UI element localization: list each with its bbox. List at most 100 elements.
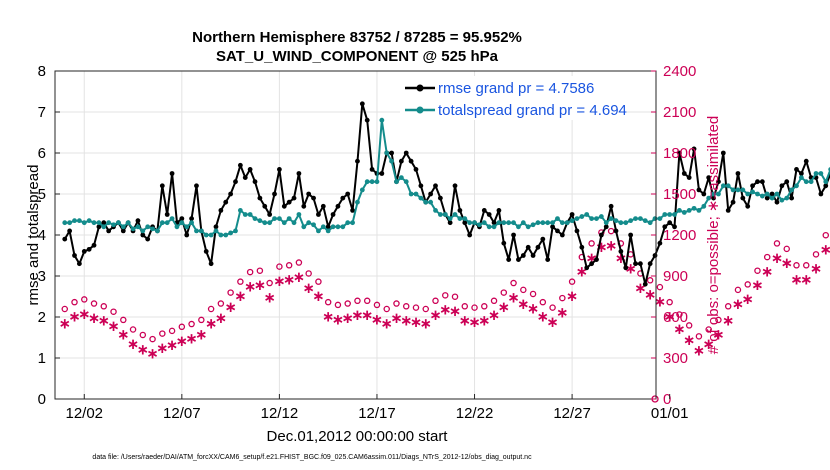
series-point-rmse — [135, 218, 141, 224]
obs-assimilated-point: ∗ — [468, 313, 481, 331]
obs-assimilated-point: ∗ — [800, 271, 813, 289]
series-point-rmse — [798, 171, 804, 176]
series-point-rmse — [242, 175, 248, 181]
series-point-rmse — [535, 244, 541, 250]
series-point-spread — [335, 224, 341, 230]
y-axis-left: 0 1 2 3 4 5 6 7 8 — [38, 63, 60, 408]
series-point-spread — [198, 228, 204, 234]
series-point-spread — [242, 212, 248, 217]
x-tick-label: 12/12 — [261, 405, 299, 422]
series-point-spread — [86, 218, 92, 224]
obs-possible-point — [334, 301, 342, 309]
legend-label-spread: totalspread grand pr = 4.694 — [438, 102, 627, 119]
series-point-rmse — [608, 203, 614, 209]
series-point-rmse — [233, 179, 238, 185]
x-tick-label: 12/02 — [65, 405, 103, 422]
series-point-spread — [398, 175, 404, 181]
series-point-rmse — [584, 265, 590, 271]
obs-possible-point — [149, 335, 156, 343]
series-point-spread — [233, 228, 238, 234]
series-point-spread — [530, 222, 536, 228]
series-point-spread — [81, 220, 87, 226]
obs-assimilated-point: ∗ — [400, 312, 413, 330]
series-point-spread — [545, 220, 551, 226]
obs-possible-point — [559, 294, 566, 302]
series-point-spread — [672, 212, 677, 217]
obs-possible-point — [129, 326, 137, 333]
obs-assimilated-point: ∗ — [722, 312, 735, 330]
series-point-spread — [477, 222, 482, 228]
obs-possible-point — [363, 297, 371, 305]
series-point-rmse — [179, 216, 185, 222]
obs-possible-point — [159, 330, 166, 337]
series-point-spread — [340, 224, 346, 230]
obs-possible-point — [549, 304, 556, 311]
obs-assimilated-point: ∗ — [273, 272, 286, 290]
series-point-rmse — [823, 183, 829, 189]
series-point-rmse — [579, 244, 585, 250]
series-point-rmse — [789, 195, 795, 201]
obs-assimilated-point: ∗ — [107, 317, 120, 335]
series-point-spread — [106, 220, 112, 226]
series-point-rmse — [272, 191, 277, 197]
obs-possible-point — [520, 286, 527, 294]
obs-assimilated-point: ∗ — [663, 308, 676, 326]
obs-assimilated-point: ∗ — [527, 299, 540, 317]
series-point-rmse — [398, 158, 404, 164]
series-point-rmse — [701, 191, 707, 197]
x-tick-label: 12/17 — [358, 405, 396, 422]
series-point-spread — [101, 224, 107, 230]
y-axis-label-left: rmse and totalspread — [25, 165, 42, 306]
series-point-spread — [384, 150, 390, 156]
series-point-spread — [823, 179, 829, 185]
chart-title: Northern Hemisphere 83752 / 87285 = 95.9… — [192, 29, 522, 46]
y-right-tick-label: 600 — [663, 309, 688, 326]
series-point-spread — [618, 220, 624, 226]
series-point-rmse — [345, 191, 351, 197]
series-point-rmse — [281, 203, 287, 209]
obs-possible-point — [315, 278, 322, 285]
series-point-rmse — [735, 171, 741, 176]
series-point-rmse — [403, 150, 409, 156]
obs-assimilated-point: ∗ — [244, 277, 257, 295]
series-point-spread — [355, 199, 360, 205]
series-point-spread — [603, 220, 609, 226]
obs-assimilated-point: ∗ — [185, 329, 198, 347]
series-point-spread — [657, 216, 663, 222]
obs-assimilated-point: ∗ — [380, 314, 393, 332]
y-tick-label: 8 — [38, 63, 46, 80]
series-point-spread — [96, 220, 102, 226]
series-point-spread — [257, 218, 263, 224]
series-point-rmse — [594, 257, 599, 262]
series-point-rmse — [286, 199, 292, 205]
series-point-rmse — [686, 175, 692, 181]
y-right-tick-label: 2100 — [663, 104, 696, 121]
obs-assimilated-point: ∗ — [605, 236, 618, 254]
obs-possible-point — [178, 323, 186, 331]
obs-assimilated-point: ∗ — [127, 335, 140, 353]
series-point-spread — [130, 226, 136, 232]
series-point-rmse — [720, 150, 726, 156]
series-point-spread — [486, 224, 492, 230]
y-tick-label: 3 — [38, 268, 46, 285]
series-point-rmse — [725, 208, 731, 213]
obs-assimilated-point: ∗ — [88, 309, 101, 327]
series-point-spread — [667, 212, 673, 217]
obs-possible-point — [246, 268, 254, 276]
series-point-spread — [223, 232, 229, 238]
obs-assimilated-point: ∗ — [712, 325, 725, 343]
series-layer — [62, 101, 830, 287]
series-point-rmse — [745, 203, 751, 209]
obs-assimilated-point: ∗ — [761, 262, 774, 280]
obs-possible-point — [373, 301, 381, 309]
series-point-spread — [589, 216, 595, 222]
obs-possible-point — [266, 279, 273, 287]
series-point-rmse — [555, 228, 560, 234]
series-point-rmse — [291, 195, 297, 201]
obs-assimilated-point: ∗ — [361, 306, 374, 324]
series-point-rmse — [428, 191, 434, 197]
series-point-spread — [535, 220, 541, 226]
obs-assimilated-point: ∗ — [371, 310, 384, 328]
obs-assimilated-point: ∗ — [741, 290, 754, 308]
